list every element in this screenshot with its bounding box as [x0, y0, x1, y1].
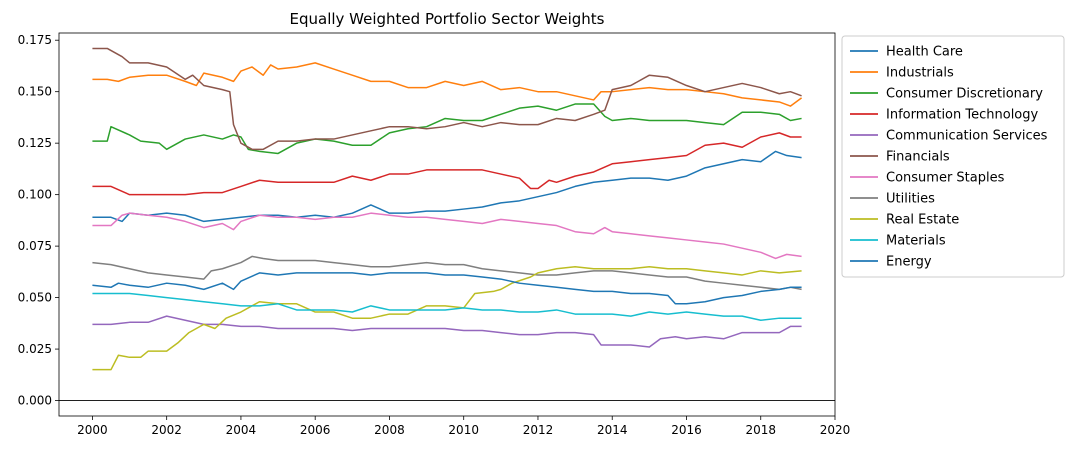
- series-line-information-technology: [92, 132, 802, 196]
- series-lines: [92, 47, 803, 371]
- series-line-consumer-discretionary: [92, 103, 802, 155]
- axes: 2000 2002 2004 2006 2008 2010 2012 2014 2016 2018…: [18, 32, 851, 437]
- legend-entry: Communication Services: [886, 129, 1048, 144]
- chart-title: Equally Weighted Portfolio Sector Weight…: [290, 10, 605, 28]
- y-tick-label: 0.125: [18, 136, 52, 150]
- legend-entry: Utilities: [886, 192, 935, 207]
- y-tick-label: 0.000: [18, 394, 52, 408]
- legend-entry: Financials: [886, 150, 950, 165]
- x-tick-label: 2000: [77, 423, 108, 437]
- x-tick-label: 2006: [300, 423, 331, 437]
- x-tick-label: 2012: [523, 423, 554, 437]
- legend-entry: Industrials: [886, 66, 954, 81]
- x-tick-label: 2008: [374, 423, 405, 437]
- series-line-energy: [92, 272, 802, 305]
- legend-entry: Information Technology: [886, 108, 1039, 123]
- y-tick-label: 0.100: [18, 188, 52, 202]
- legend-entry: Materials: [886, 234, 946, 249]
- y-tick-label: 0.175: [18, 33, 52, 47]
- x-tick-label: 2020: [820, 423, 851, 437]
- x-tick-label: 2016: [671, 423, 702, 437]
- legend: Health Care Industrials Consumer Discretio…: [841, 35, 1065, 278]
- legend-entry: Consumer Staples: [886, 171, 1005, 186]
- legend-box: [841, 35, 1065, 278]
- y-tick-label: 0.025: [18, 342, 52, 356]
- x-tick-label: 2018: [745, 423, 776, 437]
- series-line-materials: [92, 292, 802, 321]
- y-tick-label: 0.050: [18, 291, 52, 305]
- y-tick-label: 0.150: [18, 85, 52, 99]
- plot-area: [59, 47, 835, 401]
- legend-entry: Consumer Discretionary: [886, 87, 1043, 102]
- series-line-communication-services: [92, 315, 802, 348]
- x-tick-label: 2010: [448, 423, 479, 437]
- x-tick-label: 2002: [151, 423, 182, 437]
- series-line-health-care: [92, 150, 802, 223]
- series-line-industrials: [92, 62, 803, 107]
- x-tick-label: 2014: [597, 423, 628, 437]
- series-line-utilities: [92, 255, 802, 291]
- legend-entry: Energy: [886, 255, 932, 270]
- legend-entry: Health Care: [886, 45, 963, 60]
- legend-entry: Real Estate: [886, 213, 959, 228]
- x-tick-label: 2004: [226, 423, 257, 437]
- series-line-financials: [92, 47, 802, 151]
- series-line-consumer-staples: [92, 212, 802, 260]
- y-tick-label: 0.075: [18, 239, 52, 253]
- series-line-real-estate: [92, 265, 802, 371]
- plot-frame: [58, 32, 836, 417]
